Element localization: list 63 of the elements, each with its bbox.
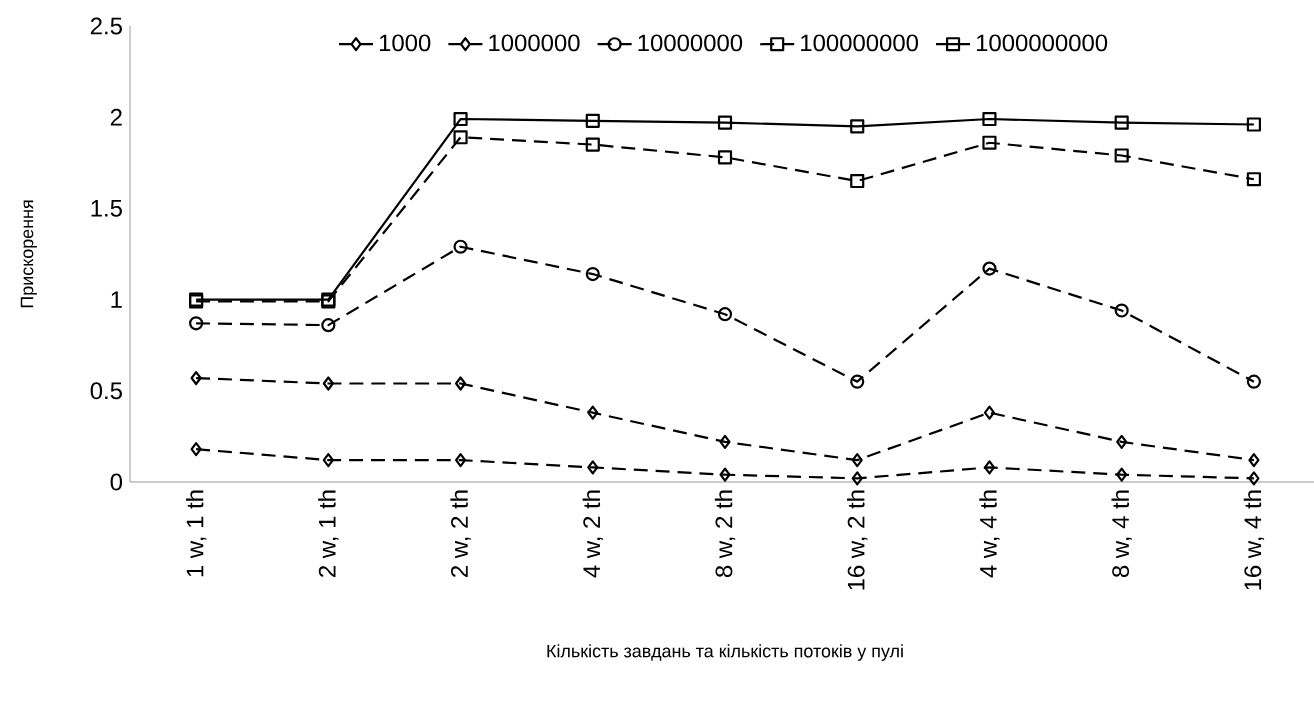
point bbox=[585, 113, 600, 128]
point bbox=[1116, 434, 1128, 449]
y-tick-label: 2.5 bbox=[90, 17, 122, 35]
legend-label: 1000 bbox=[379, 34, 431, 52]
x-tick-label: 4 w, 4 th bbox=[979, 490, 1000, 578]
x-tick-label: 1 w, 1 th bbox=[185, 490, 207, 577]
point bbox=[1248, 453, 1260, 468]
y-axis-title: Прискорення bbox=[20, 200, 37, 308]
x-tick-label: 8 w, 2 th bbox=[714, 490, 736, 578]
point bbox=[851, 471, 863, 486]
y-tick-label: 0 bbox=[110, 473, 123, 491]
point bbox=[587, 460, 599, 475]
point bbox=[982, 111, 997, 127]
point bbox=[1246, 172, 1261, 187]
point bbox=[719, 467, 731, 482]
legend-label: 10000000 bbox=[638, 34, 743, 52]
x-tick-label: 2 w, 1 th bbox=[318, 490, 339, 577]
point bbox=[717, 307, 733, 322]
x-tick-label: 2 w, 2 th bbox=[450, 490, 471, 577]
point bbox=[322, 376, 334, 391]
point bbox=[983, 405, 996, 420]
point bbox=[453, 111, 468, 127]
point bbox=[982, 135, 997, 150]
point bbox=[454, 376, 467, 391]
legend-label: 100000000 bbox=[801, 34, 919, 52]
legend-label: 1000000000 bbox=[976, 34, 1108, 52]
point bbox=[585, 266, 600, 282]
legend-label: 1000000 bbox=[489, 34, 580, 52]
point bbox=[189, 316, 204, 331]
point bbox=[1246, 374, 1261, 389]
y-tick-label: 2 bbox=[110, 108, 122, 126]
point bbox=[982, 261, 997, 276]
x-tick-label: 8 w, 4 th bbox=[1111, 490, 1132, 578]
point bbox=[850, 374, 865, 389]
point bbox=[1114, 148, 1129, 163]
point bbox=[717, 115, 733, 130]
point bbox=[851, 453, 863, 468]
x-axis-title: Кількість завдань та кількість потоків у пулі bbox=[547, 644, 903, 661]
y-tick-label: 0.5 bbox=[90, 382, 122, 400]
point bbox=[1116, 467, 1128, 482]
x-tick-label: 16 w, 4 th bbox=[1243, 490, 1265, 590]
point bbox=[719, 434, 731, 449]
point bbox=[850, 119, 865, 134]
x-tick-label: 4 w, 2 th bbox=[582, 490, 603, 578]
point bbox=[717, 150, 733, 165]
point bbox=[1114, 303, 1129, 318]
point bbox=[983, 460, 996, 475]
x-tick-label: 16 w, 2 th bbox=[847, 490, 868, 590]
point bbox=[587, 405, 599, 420]
point bbox=[190, 370, 202, 386]
point bbox=[322, 453, 334, 468]
point bbox=[1246, 117, 1261, 132]
point bbox=[1114, 115, 1129, 130]
point bbox=[454, 453, 467, 468]
point bbox=[453, 130, 468, 145]
point bbox=[585, 137, 600, 152]
y-tick-label: 1 bbox=[111, 291, 122, 308]
point bbox=[321, 318, 336, 333]
point bbox=[453, 239, 468, 254]
point bbox=[850, 173, 865, 189]
y-tick-label: 1.5 bbox=[91, 200, 122, 217]
point bbox=[1248, 471, 1260, 486]
point bbox=[190, 442, 202, 457]
